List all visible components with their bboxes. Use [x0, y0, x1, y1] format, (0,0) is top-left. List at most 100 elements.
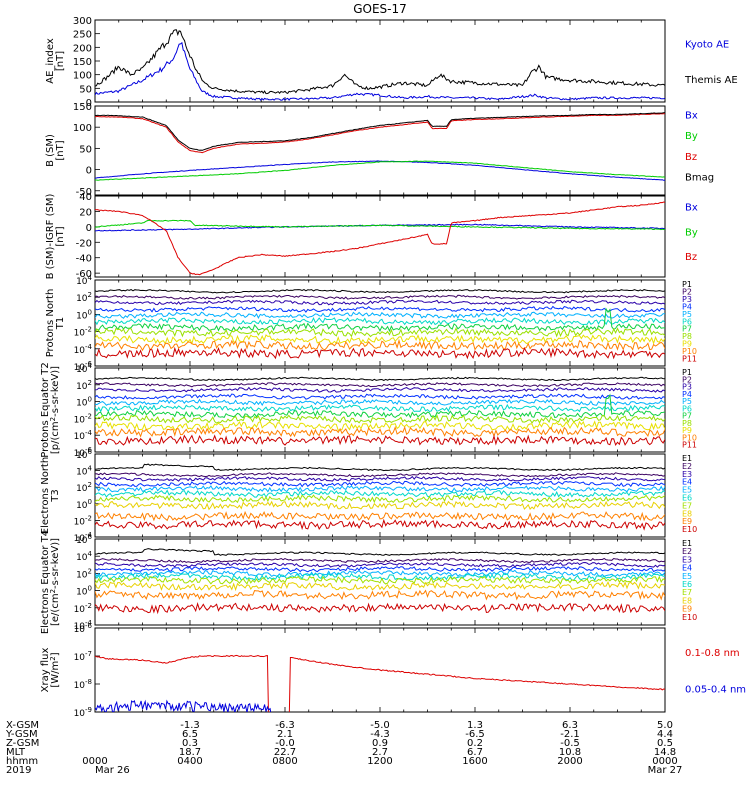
y-axis-label-line: Electrons Equator T4 — [40, 530, 51, 634]
y-tick-label: 104 — [76, 465, 92, 478]
legend-entry-e3: E3 — [682, 470, 692, 479]
legend-entry-e7: E7 — [682, 588, 692, 597]
series-line-e9 — [95, 510, 665, 522]
ephemeris-value: -1.3 — [180, 720, 200, 731]
series-line-p2 — [95, 294, 665, 300]
y-tick-label: 20 — [79, 207, 92, 218]
series-line-e4 — [95, 480, 665, 488]
ephemeris-value: 1200 — [367, 756, 392, 767]
legend-entry-p1: P1 — [682, 368, 692, 377]
legend-entry-e5: E5 — [682, 486, 692, 495]
legend-entry-e8: E8 — [682, 509, 692, 518]
y-tick-label: -40 — [76, 254, 92, 265]
y-tick-label: 0 — [86, 166, 92, 177]
series-line-p8 — [95, 327, 665, 338]
legend-entry-e8: E8 — [682, 596, 692, 605]
y-tick-label: 100 — [73, 123, 92, 134]
legend-entry-bz: Bz — [685, 252, 697, 263]
ephemeris-value: 6.7 — [467, 747, 483, 758]
legend-entry-e4: E4 — [682, 478, 692, 487]
series-line-p2 — [95, 382, 665, 388]
y-axis-label-line: Xray flux — [40, 648, 51, 693]
series-line-p1 — [95, 289, 665, 294]
series-line-p7 — [95, 307, 665, 333]
y-tick-label: 102 — [76, 379, 92, 392]
legend-entry-e5: E5 — [682, 572, 692, 581]
y-tick-label: -20 — [76, 238, 92, 249]
legend-entry-0-05-0-4-nm: 0.05-0.4 nm — [685, 684, 746, 695]
series-line-e6 — [95, 572, 665, 582]
legend-entry-e10: E10 — [682, 613, 697, 622]
y-tick-label: 0 — [86, 223, 92, 234]
ephemeris-value: 2.7 — [372, 747, 388, 758]
ephemeris-value: 0.2 — [467, 738, 483, 749]
series-line-by — [95, 160, 665, 181]
ephemeris-row-label: MLT — [6, 747, 26, 758]
y-tick-label: 10-6 — [74, 446, 93, 459]
ephemeris-value: 0400 — [177, 756, 202, 767]
series-line-kyoto-ae — [95, 41, 665, 101]
series-line-e1 — [95, 463, 665, 472]
series-line-p11 — [95, 346, 665, 360]
series-line-e3 — [95, 475, 665, 482]
y-tick-label: 104 — [76, 550, 92, 563]
legend-entry-e9: E9 — [682, 517, 692, 526]
y-axis-label-line: [nT] — [55, 51, 66, 71]
legend-entry-e2: E2 — [682, 462, 692, 471]
ephemeris-value: 5.0 — [657, 720, 673, 731]
ephemeris-value: 18.7 — [179, 747, 201, 758]
series-line-e10 — [95, 602, 665, 615]
y-tick-label: 104 — [76, 274, 92, 287]
legend-entry-e9: E9 — [682, 605, 692, 614]
legend-entry-bz: Bz — [685, 152, 697, 163]
legend-entry-kyoto-ae: Kyoto AE — [685, 39, 729, 50]
y-tick-label: 50 — [79, 84, 92, 95]
y-axis-label-8: Xray flux [W/m2] — [40, 648, 61, 693]
series-line-e8 — [95, 500, 665, 511]
series-line-p4 — [95, 393, 665, 400]
legend-entry-by: By — [685, 131, 698, 142]
series-line-e5 — [95, 569, 665, 578]
y-tick-label: 10-4 — [74, 429, 93, 442]
y-tick-label: 10-2 — [74, 602, 92, 615]
series-line-p9 — [95, 334, 665, 345]
legend-entry-p3: P3 — [682, 383, 692, 392]
y-tick-label: 10-4 — [74, 619, 93, 632]
y-axis-label-line: [nT] — [55, 226, 66, 246]
legend-entry-e6: E6 — [682, 494, 692, 503]
y-tick-label: 200 — [73, 43, 92, 54]
y-axis-label-line: Protons North — [45, 289, 56, 358]
y-axis-label-line: [nT] — [55, 140, 66, 160]
legend-entry-p4: P4 — [682, 390, 692, 399]
y-axis-label-6: Electrons North T3 — [40, 457, 61, 534]
y-axis-label-line: Protons Equator T2 — [40, 362, 51, 458]
series-line-p10 — [95, 338, 665, 352]
y-axis-label-line: T3 — [50, 489, 61, 502]
y-tick-label: 102 — [76, 291, 92, 304]
series-line-p7 — [95, 393, 665, 419]
ephemeris-value: -4.3 — [370, 729, 390, 740]
legend-entry-e3: E3 — [682, 555, 692, 564]
legend-entry-p10: P10 — [682, 433, 697, 442]
y-tick-label: 10-2 — [74, 412, 92, 425]
series-line-e10 — [95, 518, 665, 531]
ephemeris-value: 0.5 — [657, 738, 673, 749]
y-axis-label-line: Electrons North — [40, 457, 51, 534]
y-tick-label: 10-9 — [74, 706, 92, 719]
y-tick-label: 10-2 — [74, 514, 92, 527]
y-tick-label: 150 — [73, 102, 92, 113]
ephemeris-row-label: X-GSM — [6, 720, 39, 731]
ephemeris-first-value: Mar 26 — [95, 765, 130, 776]
ephemeris-value: 10.8 — [559, 747, 581, 758]
ephemeris-value: -6.3 — [275, 720, 295, 731]
ephemeris-value: 22.7 — [274, 747, 296, 758]
plot-title: GOES-17 — [353, 2, 407, 16]
y-tick-label: 100 — [76, 396, 92, 409]
ephemeris-value: 0000 — [652, 756, 677, 767]
ephemeris-value: 0800 — [272, 756, 297, 767]
series-line-p4 — [95, 305, 665, 313]
ephemeris-value: 14.8 — [654, 747, 676, 758]
ephemeris-value: 2.1 — [277, 729, 293, 740]
ephemeris-value: 6.5 — [182, 729, 198, 740]
